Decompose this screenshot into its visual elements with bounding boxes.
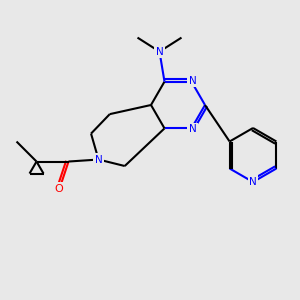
- Text: O: O: [54, 184, 63, 194]
- Text: N: N: [189, 124, 196, 134]
- Text: N: N: [249, 177, 257, 187]
- Text: N: N: [156, 46, 164, 57]
- Text: N: N: [95, 154, 102, 164]
- Text: N: N: [189, 76, 196, 85]
